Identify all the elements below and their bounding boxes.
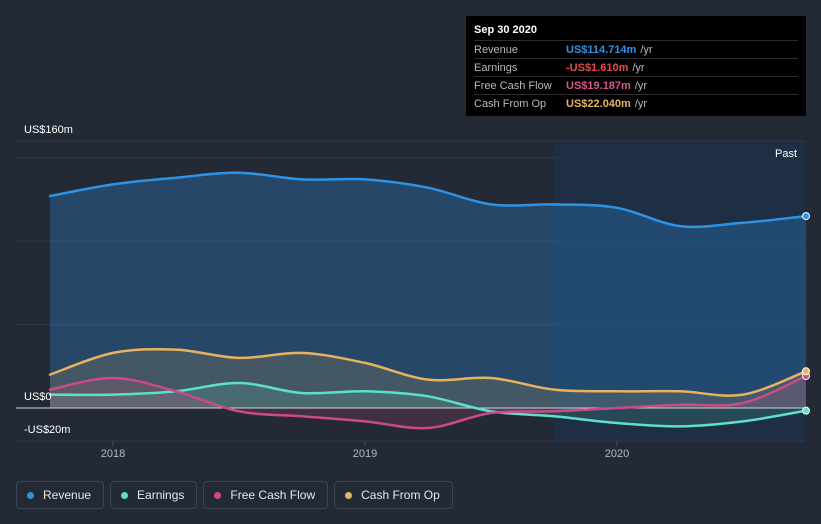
endpoint-cash-from-op [802,367,810,376]
legend-label: Cash From Op [361,488,440,502]
tooltip-date: Sep 30 2020 [474,24,537,36]
tooltip-row-cash-from-op: Cash From Op US$22.040m /yr [474,94,798,112]
legend-dot-icon [345,491,353,499]
legend-item-revenue[interactable]: Revenue [16,481,105,509]
area-revenue [50,172,806,408]
tooltip-label: Earnings [474,61,518,74]
legend-label: Revenue [43,488,92,502]
tooltip-value: US$22.040m [566,97,631,110]
legend-label: Free Cash Flow [230,488,316,502]
area-free-cash-flow [50,376,806,429]
tooltip-label: Cash From Op [474,97,547,110]
tooltip-row-earnings: Earnings -US$1.610m /yr [474,58,798,76]
tooltip-value: US$19.187m [566,79,631,92]
tooltip-row-revenue: Revenue US$114.714m /yr [474,40,798,58]
tooltip-unit: /yr [640,43,653,56]
series-areas [50,172,806,429]
chart-legend: Revenue Earnings Free Cash Flow Cash Fro… [16,481,453,509]
line-revenue [48,171,808,229]
data-tooltip: Sep 30 2020 Revenue US$114.714m /yr Earn… [466,16,806,116]
line-cash-from-op [48,347,808,397]
tooltip-value: US$114.714m [566,43,637,56]
x-axis-labels: 2018 2019 2020 [101,448,629,460]
endpoint-earnings [802,406,810,415]
area-cash-from-op [50,349,806,408]
legend-item-cash-from-op[interactable]: Cash From Op [334,481,453,509]
line-free-cash-flow [48,374,808,430]
y-tick-label-top: US$160m [24,124,73,136]
area-earnings [50,382,806,427]
tooltip-unit: /yr [634,79,648,92]
endpoint-revenue [802,212,810,221]
legend-dot-icon [214,491,222,499]
x-tick-label-2019: 2019 [353,448,377,460]
y-tick-label-zero: US$0 [24,391,52,403]
y-tick-label-negative: -US$20m [24,424,70,436]
legend-item-earnings[interactable]: Earnings [110,481,198,509]
past-label: Past [775,148,797,160]
legend-item-free-cash-flow[interactable]: Free Cash Flow [203,481,329,509]
tooltip-label: Revenue [474,43,519,56]
series-lines [48,171,808,430]
x-tick-label-2018: 2018 [101,448,125,460]
tooltip-label: Free Cash Flow [474,79,552,92]
tooltip-row-free-cash-flow: Free Cash Flow US$19.187m /yr [474,76,798,94]
series-endpoints [802,212,810,415]
legend-dot-icon [121,491,129,499]
x-tick-label-2020: 2020 [605,448,629,460]
tooltip-value: -US$1.610m [566,61,629,74]
legend-dot-icon [27,491,34,499]
tooltip-unit: /yr [634,97,648,110]
legend-label: Earnings [137,488,185,502]
tooltip-unit: /yr [632,61,645,74]
